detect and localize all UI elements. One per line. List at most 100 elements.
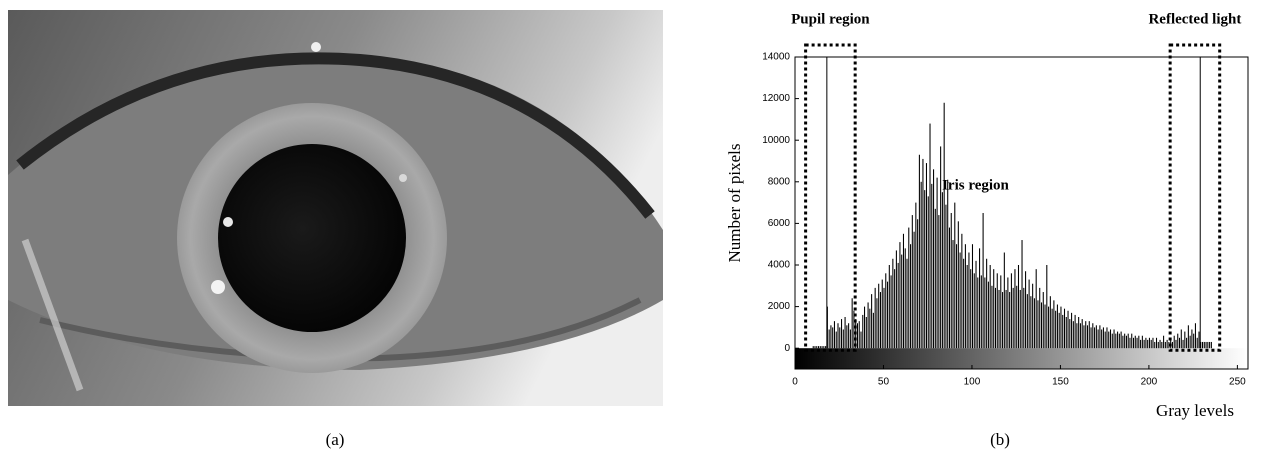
histogram-bar (1129, 338, 1130, 348)
histogram-bar (1149, 338, 1150, 348)
histogram-bar (975, 261, 976, 348)
histogram-bar (1041, 302, 1042, 348)
histogram-bar (843, 329, 844, 348)
histogram-bar (997, 273, 998, 348)
histogram-bar (917, 219, 918, 348)
histogram-bar (1000, 275, 1001, 348)
caption: (b) (990, 430, 1010, 449)
histogram-bar (1006, 290, 1007, 348)
histogram-bar (891, 275, 892, 348)
histogram-bar (1064, 309, 1065, 349)
histogram-bar (820, 346, 821, 348)
histogram-bar (866, 317, 867, 348)
histogram-bar (922, 159, 923, 348)
histogram-bar (914, 232, 915, 348)
histogram-bar (1119, 334, 1120, 349)
histogram-bar (871, 294, 872, 348)
histogram-bar (1034, 298, 1035, 348)
histogram-bar (1131, 334, 1132, 349)
histogram-bar (956, 244, 957, 348)
histogram-bar (873, 313, 874, 348)
figure: (a) 020004000600080001000012000140000501… (0, 0, 1272, 454)
histogram-bar (1053, 300, 1054, 348)
histogram-bar (967, 265, 968, 348)
histogram-bar (1114, 329, 1115, 348)
histogram-bar (848, 323, 849, 348)
histogram-bar (1197, 338, 1198, 348)
histogram-bar (1147, 340, 1148, 348)
histogram-bar (836, 332, 837, 349)
histogram-bar (1158, 342, 1159, 348)
histogram-bar (929, 124, 930, 349)
histogram-bar (928, 196, 929, 348)
histogram-bar (875, 288, 876, 348)
histogram-bar (839, 327, 840, 348)
histogram-bar (1062, 315, 1063, 348)
histogram-bar (944, 103, 945, 348)
histogram-bar (1092, 323, 1093, 348)
histogram-bar (1076, 323, 1077, 348)
histogram-bar (998, 290, 999, 348)
histogram-bar (860, 332, 861, 349)
histogram-bar (1025, 271, 1026, 348)
histogram-bar (1020, 290, 1021, 348)
histogram-bar (908, 228, 909, 349)
x-tick-label: 50 (878, 377, 890, 388)
region-box (1170, 45, 1220, 350)
histogram-bar (1124, 334, 1125, 349)
histogram-bar (1211, 342, 1212, 348)
histogram-bar (837, 323, 838, 348)
histogram-bar (1137, 338, 1138, 348)
histogram-bar (951, 213, 952, 348)
histogram-bar (1121, 332, 1122, 349)
histogram-bar (979, 248, 980, 348)
histogram-bar (834, 321, 835, 348)
histogram-bar (880, 292, 881, 348)
histogram-bar (869, 309, 870, 349)
histogram-bar (1089, 321, 1090, 348)
histogram-bar (1073, 321, 1074, 348)
histogram-bar (1144, 340, 1145, 348)
histogram-bar (846, 325, 847, 348)
histogram-bar (876, 298, 877, 348)
histogram-bar (850, 329, 851, 348)
histogram-bar (965, 244, 966, 348)
histogram-bar (1018, 265, 1019, 348)
histogram-bar (862, 315, 863, 348)
y-tick-label: 12000 (762, 93, 790, 104)
histogram-bar (1126, 336, 1127, 348)
histogram-bar (1145, 338, 1146, 348)
x-tick-label: 100 (964, 377, 981, 388)
histogram-bar (935, 209, 936, 348)
histogram-bar (1101, 329, 1102, 348)
histogram-bar (1186, 338, 1187, 348)
histogram-bar (1142, 336, 1143, 348)
histogram-bar (1188, 325, 1189, 348)
histogram-bar (915, 203, 916, 349)
x-tick-label: 250 (1229, 377, 1246, 388)
histogram-bar (1004, 253, 1005, 349)
histogram-bar (1091, 327, 1092, 348)
histogram-bar (938, 215, 939, 348)
histogram-bar (1052, 309, 1053, 349)
region-label: Reflected light (1148, 11, 1241, 27)
histogram-bar (857, 323, 858, 348)
histogram-bar (1152, 338, 1153, 348)
histogram-bar (1098, 329, 1099, 348)
histogram-bar (1184, 332, 1185, 349)
histogram-bar (990, 265, 991, 348)
histogram-bar (972, 244, 973, 348)
histogram-bar (1036, 269, 1037, 348)
region-label: Pupil region (791, 11, 870, 27)
histogram-bar (1029, 280, 1030, 349)
histogram-bar (1140, 340, 1141, 348)
histogram-bar (1045, 305, 1046, 349)
histogram-bar (868, 302, 869, 348)
histogram-bar (1177, 334, 1178, 349)
histogram-bar (1075, 315, 1076, 348)
histogram-bar (1094, 327, 1095, 348)
histogram-bar (1087, 325, 1088, 348)
histogram-bar (1030, 296, 1031, 348)
histogram-bar (931, 184, 932, 348)
histogram-bar (970, 269, 971, 348)
